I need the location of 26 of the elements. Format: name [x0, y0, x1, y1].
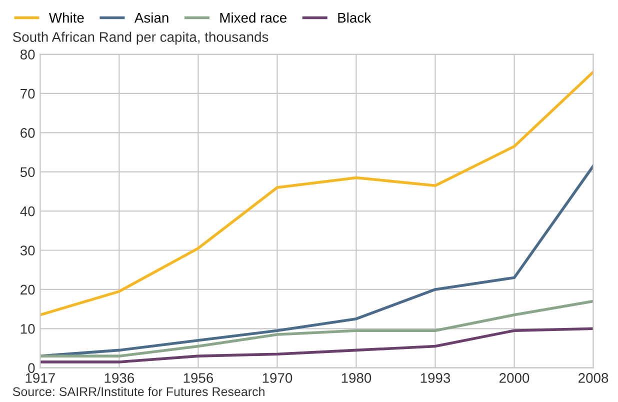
x-tick-label: 1993 [420, 373, 450, 383]
y-tick-label: 60 [20, 128, 35, 138]
source-note: Source: SAIRR/Institute for Futures Research [12, 386, 264, 396]
y-tick-label: 10 [20, 324, 35, 334]
x-tick-label: 2000 [500, 373, 530, 383]
legend-label: Black [338, 12, 372, 23]
legend-label: Asian [134, 12, 168, 23]
line-series [40, 300, 594, 358]
x-tick-label: 1980 [342, 373, 372, 383]
x-tick-label: 1936 [104, 373, 134, 383]
y-tick-label: 20 [20, 284, 35, 295]
x-tick-label: 1970 [262, 373, 292, 383]
y-tick-label: 40 [20, 206, 35, 216]
line-series [40, 327, 594, 364]
y-tick-label: 50 [20, 167, 35, 178]
line-series [40, 70, 594, 316]
legend-label: White [48, 12, 84, 23]
y-tick-label: 0 [28, 363, 35, 373]
x-tick-label: 2008 [578, 373, 608, 383]
y-tick-label: 30 [20, 246, 35, 256]
x-tick-label: 1956 [184, 373, 214, 383]
legend-label: Mixed race [220, 12, 286, 23]
y-tick-label: 80 [20, 50, 35, 60]
y-axis-title: South African Rand per capita, thousands [12, 32, 268, 45]
x-tick-label: 1917 [26, 373, 55, 383]
y-tick-label: 70 [20, 88, 35, 99]
